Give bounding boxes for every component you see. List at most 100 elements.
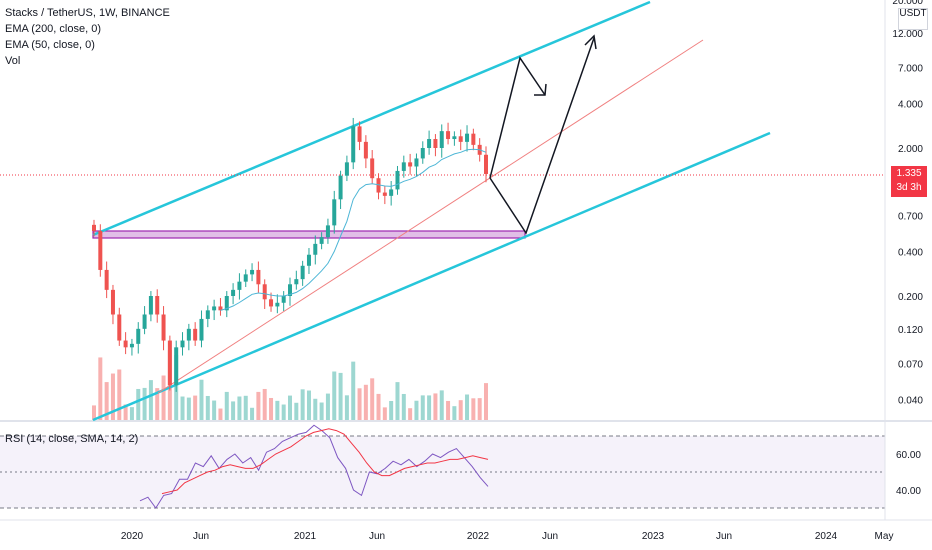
time-tick-label: 2020: [121, 531, 144, 542]
currency-unit[interactable]: USDT: [898, 8, 928, 30]
candle-body: [471, 133, 476, 145]
candle-body: [167, 340, 172, 386]
volume-bar: [237, 396, 242, 420]
candle-body: [269, 299, 274, 307]
volume-bar: [458, 400, 463, 420]
volume-bar: [136, 388, 141, 420]
candle-body: [180, 340, 185, 348]
candle-body: [401, 162, 406, 171]
volume-bar: [212, 400, 217, 420]
candle-body: [351, 126, 356, 163]
candle-body: [458, 136, 463, 142]
trend-line[interactable]: [157, 39, 704, 394]
vol-label[interactable]: Vol: [5, 55, 21, 67]
rsi-legend[interactable]: RSI (14, close, SMA, 14, 2): [5, 433, 139, 445]
volume-bar: [471, 398, 476, 420]
candle-body: [193, 328, 198, 341]
volume-bar: [395, 382, 400, 420]
volume-bar: [92, 405, 96, 420]
candle-body: [136, 328, 141, 344]
volume-bar: [262, 388, 267, 420]
volume-bar: [452, 406, 457, 420]
unit-label: USDT: [899, 8, 927, 19]
volume-bar: [313, 398, 318, 420]
volume-bar: [300, 389, 305, 420]
volume-bar: [332, 371, 337, 420]
candle-body: [376, 178, 381, 193]
volume-bar: [224, 391, 229, 420]
candle-body: [281, 296, 286, 303]
candle-body: [123, 340, 128, 348]
candle-body: [224, 296, 229, 311]
candle-body: [446, 131, 451, 140]
volume-bar: [288, 395, 292, 420]
ema200-label[interactable]: EMA (200, close, 0): [5, 23, 101, 35]
arrowhead-up: [584, 34, 597, 50]
candle-body: [325, 225, 330, 238]
volume-bar: [414, 400, 419, 420]
projection-arrows[interactable]: [489, 34, 597, 235]
candle-body: [313, 243, 318, 255]
candle-body: [319, 237, 324, 244]
candle-body: [243, 274, 248, 282]
time-tick-label: 2023: [642, 531, 665, 542]
volume-bar: [243, 395, 248, 420]
volume-bar: [370, 378, 375, 420]
rsi-tick-label: 60.00: [896, 450, 921, 461]
volume-bar: [357, 388, 362, 420]
volume-bar: [306, 390, 311, 420]
volume-bar: [319, 402, 324, 420]
time-tick-label: Jun: [716, 531, 732, 542]
rsi-line: [139, 424, 489, 509]
volume-bar: [123, 404, 128, 420]
volume-bar: [420, 395, 425, 420]
candle-body: [205, 310, 210, 319]
candle-body: [186, 328, 191, 341]
price-tick-label: 0.700: [898, 211, 923, 222]
rsi-tick-label: 40.00: [896, 486, 921, 497]
time-tick-label: 2022: [467, 531, 490, 542]
volume-bar: [231, 401, 236, 420]
candle-body: [433, 139, 438, 148]
candle-body: [439, 131, 444, 148]
volume-bar: [142, 387, 147, 420]
time-axis[interactable]: 2020 Jun 2021 Jun 2022 Jun 2023 Jun 2024 May: [121, 531, 894, 542]
volume-bar: [465, 394, 470, 420]
volume-bar: [344, 395, 349, 420]
symbol-label[interactable]: Stacks / TetherUS, 1W, BINANCE: [5, 7, 170, 19]
price-axis[interactable]: 20.000 12.000 7.000 4.000 2.000 0.700 0.400 0.2…: [892, 0, 923, 406]
time-tick-label: Jun: [542, 531, 558, 542]
chart-legend: Stacks / TetherUS, 1W, BINANCE EMA (200,…: [5, 5, 170, 69]
channel-lower-line[interactable]: [92, 131, 771, 422]
candle-body: [427, 139, 432, 148]
candle-body: [92, 224, 96, 231]
channel-upper-line[interactable]: [92, 0, 651, 237]
candle-body: [420, 148, 425, 159]
volume-bar: [205, 395, 210, 420]
last-price-value: 1.335: [896, 168, 922, 179]
candle-body: [129, 343, 134, 348]
volume-bar: [325, 393, 330, 420]
volume-bar: [338, 372, 343, 420]
candle-body: [389, 189, 394, 196]
candle-body: [332, 199, 337, 226]
candle-body: [294, 279, 299, 285]
volume-bar: [218, 408, 223, 420]
volume-bar: [427, 395, 432, 420]
arrowhead-down: [534, 83, 547, 96]
volume-bar: [275, 400, 280, 420]
price-tick-label: 2.000: [898, 144, 923, 155]
volume-bar: [294, 402, 299, 420]
ema50-label[interactable]: EMA (50, close, 0): [5, 39, 95, 51]
volume-bar: [199, 379, 204, 420]
candle-body: [199, 318, 204, 341]
rsi-band: [0, 436, 885, 508]
candle-body: [338, 175, 343, 200]
volume-bar: [104, 382, 109, 420]
candle-body: [256, 269, 261, 285]
support-zone[interactable]: [92, 230, 526, 239]
price-tick-label: 0.120: [898, 325, 923, 336]
last-price-tag: 1.335 3d 3h: [891, 166, 927, 197]
candle-body: [414, 158, 419, 167]
